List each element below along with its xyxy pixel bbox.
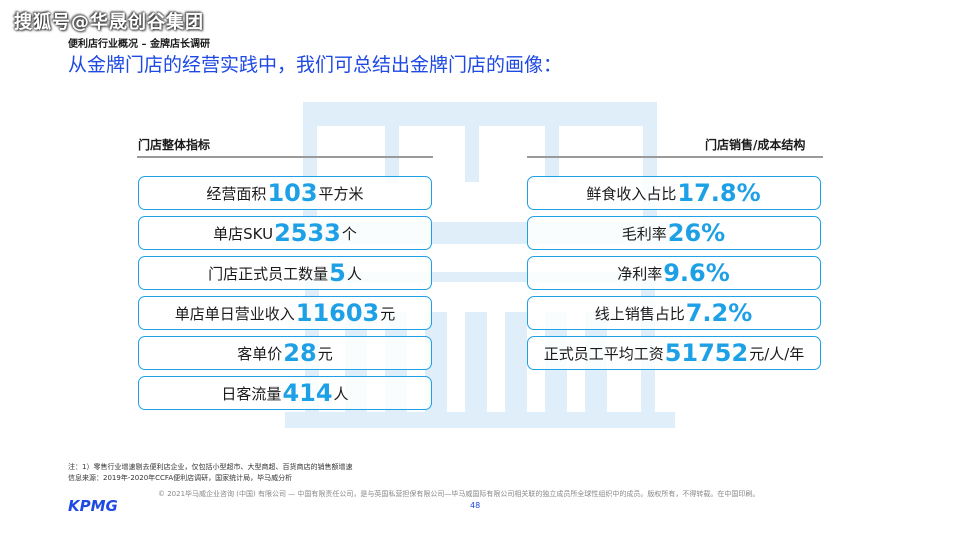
kpi-label: 单店SKU [213,224,274,243]
kpi-label: 线上销售占比 [594,304,685,323]
footnote-line: 注：1）零售行业增速剔去便利店企业，仅包括小型超市、大型商超、百货商店的销售额增… [68,463,353,471]
left-section-title: 门店整体指标 [138,138,211,152]
kpi-card: 毛利率 26% [527,216,821,250]
kpi-card: 净利率 9.6% [527,256,821,290]
kpi-card: 经营面积 103 平方米 [138,176,432,210]
kpi-label: 毛利率 [621,224,667,243]
left-section-divider [137,156,433,158]
kpi-value: 2533 [274,219,341,247]
kpi-value: 26% [667,219,726,247]
kpi-label: 门店正式员工数量 [208,264,329,283]
kpi-card: 正式员工平均工资 51752 元/人/年 [527,336,821,370]
kpi-unit: 平方米 [318,184,364,203]
kpi-card: 单店SKU 2533 个 [138,216,432,250]
page-number: 48 [470,501,481,510]
kpi-unit: 元 [317,344,333,363]
page-title: 从金牌门店的经营实践中，我们可总结出金牌门店的画像： [68,54,563,76]
section-subtitle: 便利店行业概况 – 金牌店长调研 [68,39,210,50]
kpi-label: 经营面积 [206,184,267,203]
kpi-value: 414 [282,379,333,407]
right-section-title: 门店销售/成本结构 [705,138,806,152]
kpi-label: 正式员工平均工资 [543,344,664,363]
kpi-card: 门店正式员工数量 5 人 [138,256,432,290]
kpi-unit: 人 [346,264,362,283]
kpi-value: 28 [283,339,317,367]
kpi-value: 51752 [664,339,749,367]
kpi-card: 线上销售占比 7.2% [527,296,821,330]
kpi-unit: 人 [333,384,349,403]
kpi-unit: 元 [380,304,396,323]
kpi-label: 鲜食收入占比 [586,184,677,203]
kpi-label: 单店单日营业收入 [174,304,295,323]
source-line: 信息来源：2019年-2020年CCFA便利店调研，国家统计局，毕马威分析 [68,474,293,482]
kpi-card: 单店单日营业收入 11603 元 [138,296,432,330]
kpi-card: 鲜食收入占比 17.8% [527,176,821,210]
kpi-value: 103 [267,179,318,207]
kpi-value: 17.8% [677,179,761,207]
footnotes: 注：1）零售行业增速剔去便利店企业，仅包括小型超市、大型商超、百货商店的销售额增… [68,462,352,484]
kpi-label: 日客流量 [221,384,282,403]
kpi-value: 11603 [295,299,380,327]
kpi-unit: 个 [341,224,357,243]
kpi-label: 净利率 [617,264,663,283]
kpi-value: 5 [329,259,346,287]
right-section-divider [527,156,823,158]
kpi-unit: 元/人/年 [749,344,805,363]
copyright-text: © 2021毕马威企业咨询 (中国) 有限公司 — 中国有限责任公司，是与英国私… [158,490,760,498]
watermark: 搜狐号@华晟创谷集团 [14,12,204,33]
kpi-value: 7.2% [685,299,753,327]
kpi-card: 日客流量 414 人 [138,376,432,410]
kpi-label: 客单价 [237,344,283,363]
kpi-card: 客单价 28 元 [138,336,432,370]
kpmg-logo: KPMG [68,497,118,515]
kpi-value: 9.6% [663,259,730,287]
